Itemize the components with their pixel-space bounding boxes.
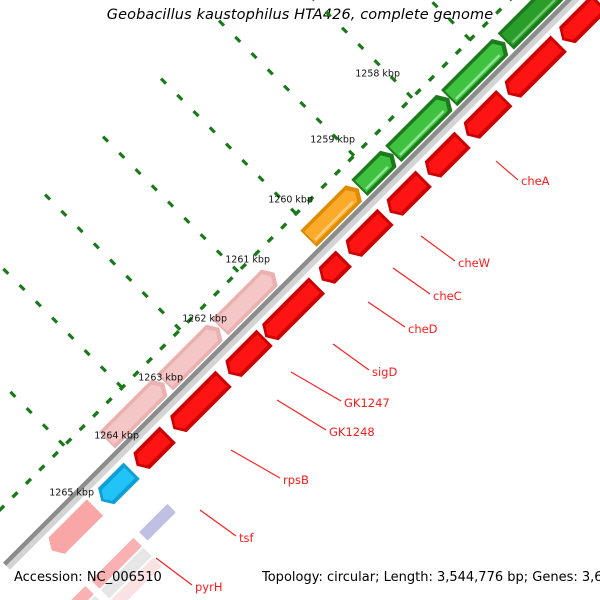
gene-feature[interactable] [554,0,600,48]
gene-feature[interactable] [156,320,228,391]
gene-label-tsf[interactable]: tsf [239,531,254,545]
gene-feature-chec[interactable] [385,90,457,163]
tick-label: 1259 kbp [310,134,355,146]
tick-label: 1262 kbp [182,313,227,325]
gene-label-rpsb[interactable]: rpsB [283,473,309,487]
gene-feature[interactable] [257,277,326,345]
gene-feature-ched[interactable] [351,146,401,197]
gene-label-pyrh[interactable]: pyrH [195,580,223,594]
genome-backbone [2,0,590,570]
gene-feature[interactable] [211,265,283,336]
tick-label: 1265 kbp [49,487,94,499]
gene-label-sigd[interactable]: sigD [372,365,398,379]
gene-feature[interactable] [341,208,394,262]
gene-feature[interactable] [220,329,273,382]
tick-label: 1258 kbp [355,68,400,80]
track-forward-strand [48,0,600,554]
gene-label-chew[interactable]: cheW [458,256,491,270]
gene-feature-pyrh[interactable] [93,462,140,510]
gene-label-chec[interactable]: cheC [433,289,462,303]
tick-label: 1263 kbp [138,372,183,384]
gene-feature[interactable] [129,426,176,474]
ruler-ticks [0,0,557,536]
gene-label-ched[interactable]: cheD [408,322,438,336]
tick-label: 1260 kbp [268,194,313,206]
gene-label-gk1248[interactable]: GK1248 [329,425,375,439]
gene-feature[interactable] [500,35,567,102]
gene-feature[interactable] [98,375,173,449]
gene-feature[interactable] [382,170,432,221]
page-title: Geobacillus kaustophilus HTA426, complet… [106,7,494,23]
gene-label-gk1247[interactable]: GK1247 [344,396,390,410]
gene-feature-sigd[interactable] [300,180,366,247]
gene-feature-chew[interactable] [441,34,513,107]
track-reverse-strand [98,0,569,449]
gene-feature [48,499,104,554]
gene-feature[interactable] [459,89,513,144]
genome-summary-text: Topology: circular; Length: 3,544,776 bp… [262,570,600,585]
gene-label-chea[interactable]: cheA [521,174,550,188]
faded-features [47,504,176,600]
tick-guide-lines [0,0,472,447]
gene-feature[interactable] [314,250,352,288]
tick-label: 1261 kbp [225,254,270,266]
gene-feature[interactable] [165,370,232,437]
gene-leader-lines [155,160,519,586]
gene-feature-chea[interactable] [497,0,569,50]
gene-feature[interactable] [420,131,471,183]
tick-label: 1264 kbp [94,430,139,442]
accession-text: Accession: NC_006510 [14,570,162,585]
